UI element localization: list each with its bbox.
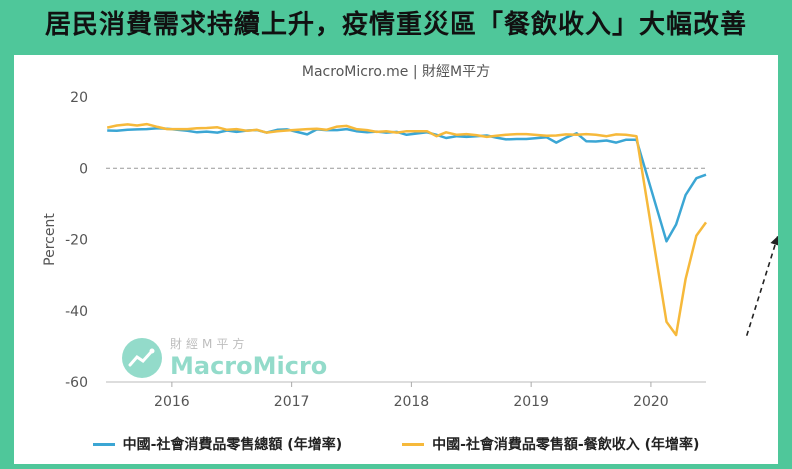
y-tick-label: 20 [70,90,88,106]
trend-arrow-line [745,235,778,336]
chart-subtitle: MacroMicro.me | 財經M平方 [301,64,491,80]
trend-arrow-head [770,235,778,246]
chart-panel: MacroMicro.me | 財經M平方 財經M平方 MacroMicro 2… [14,55,778,464]
line-chart: 20 0 -20 -40 -60 2016 2017 2018 2019 2020 Percent [42,90,778,410]
chart-legend: 中國-社會消費品零售總額 (年增率) 中國-社會消費品零售額-餐飲收入 (年增率… [14,429,778,459]
legend-swatch-catering [402,442,425,446]
y-tick-label: -60 [65,375,88,391]
chart-logo-icon [122,337,162,378]
watermark-cn: 財經M平方 [170,337,249,351]
legend-label-total: 中國-社會消費品零售總額 (年增率) [122,437,343,453]
x-tick-label: 2018 [394,394,430,410]
page-title: 居民消費需求持續上升，疫情重災區「餐飲收入」大幅改善 [44,10,747,40]
legend-item-total[interactable]: 中國-社會消費品零售總額 (年增率) [92,434,343,454]
legend-swatch-total [92,442,115,446]
legend-item-catering[interactable]: 中國-社會消費品零售額-餐飲收入 (年增率) [402,434,699,454]
legend-label-catering: 中國-社會消費品零售額-餐飲收入 (年增率) [432,437,700,453]
y-axis-label: Percent [42,213,58,266]
x-tick-label: 2017 [274,394,310,410]
y-tick-label: 0 [79,161,88,177]
series-line-1 [107,127,707,243]
series-line-2 [106,122,708,337]
watermark-logo: 財經M平方 MacroMicro [122,335,327,380]
watermark-en: MacroMicro [170,352,328,380]
x-tick-label: 2019 [513,394,549,410]
x-tick-label: 2020 [633,394,669,410]
x-tick-label: 2016 [154,394,190,410]
y-tick-label: -40 [65,304,88,320]
y-tick-label: -20 [65,233,88,249]
